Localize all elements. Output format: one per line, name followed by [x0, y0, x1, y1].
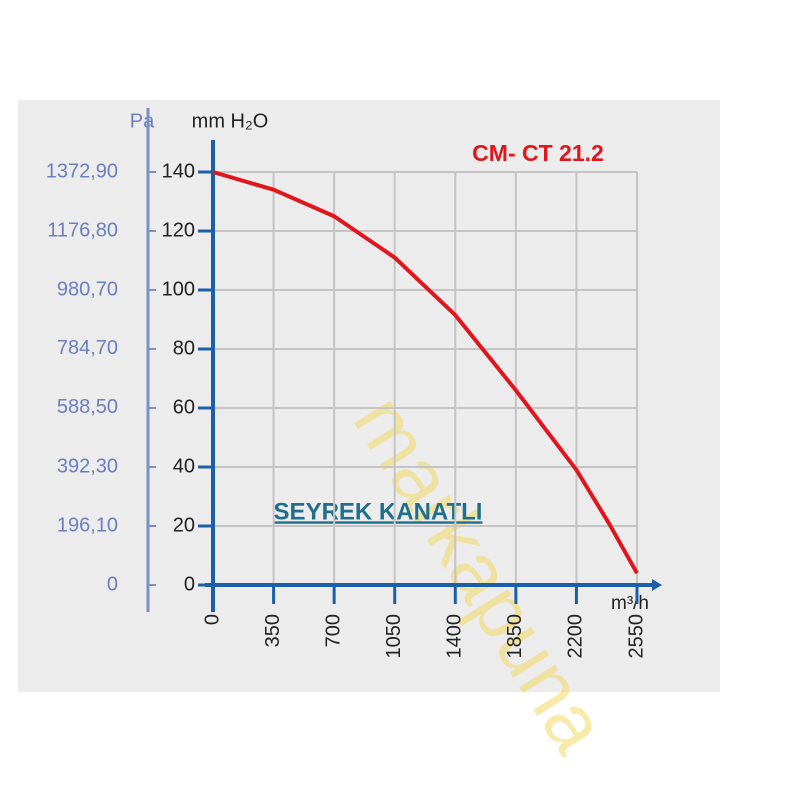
- y-tick-label: 0: [184, 573, 195, 595]
- y2-tick-label: 0: [107, 573, 118, 595]
- y-tick-label: 100: [162, 278, 195, 300]
- y2-tick-label: 392,30: [57, 455, 118, 477]
- x-tick-label: 350: [262, 614, 284, 647]
- x-tick-label: 1050: [383, 614, 405, 659]
- y2-axis-label: Pa: [130, 110, 155, 132]
- y2-tick-label: 588,50: [57, 396, 118, 418]
- x-axis-label: m³/h: [611, 593, 649, 614]
- x-tick-label: 1850: [504, 614, 526, 659]
- background-panel: [18, 100, 720, 692]
- chart-title: CM- CT 21.2: [472, 140, 604, 166]
- y2-tick-label: 980,70: [57, 278, 118, 300]
- y-tick-label: 20: [173, 514, 195, 536]
- y-tick-label: 140: [162, 160, 195, 182]
- y2-tick-label: 196,10: [57, 514, 118, 536]
- y-tick-label: 120: [162, 219, 195, 241]
- y2-tick-label: 784,70: [57, 337, 118, 359]
- annotation: SEYREK KANATLI: [274, 498, 483, 525]
- x-tick-label: 2550: [625, 614, 647, 659]
- x-tick-label: 700: [322, 614, 344, 647]
- y2-tick-label: 1176,80: [47, 219, 118, 241]
- x-tick-label: 0: [201, 614, 223, 625]
- curve: [212, 170, 639, 575]
- y2-tick-label: 1372,90: [46, 160, 118, 182]
- y-axis-label: mm H₂O: [192, 110, 269, 132]
- y-tick-label: 40: [173, 455, 195, 477]
- x-tick-label: 2200: [565, 614, 587, 659]
- y-tick-label: 80: [173, 337, 195, 359]
- y-tick-label: 60: [173, 396, 195, 418]
- x-tick-label: 1400: [444, 614, 466, 659]
- x-axis-arrow: [652, 579, 662, 591]
